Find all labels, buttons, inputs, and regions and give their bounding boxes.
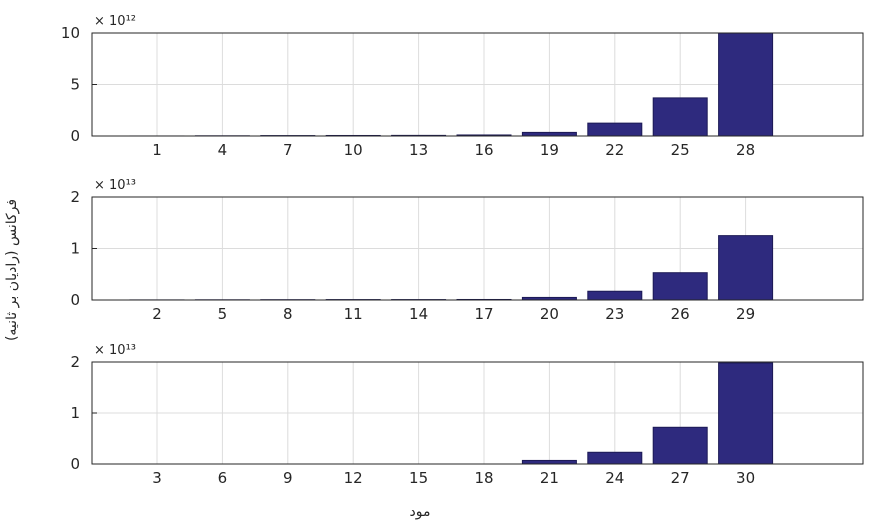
panel-2-xtick-label: 14 [409, 305, 428, 323]
panel-1-xtick-label: 10 [344, 141, 363, 159]
panel-3-xtick-label: 6 [218, 469, 228, 487]
panel-3-xtick-label: 15 [409, 469, 428, 487]
panel-3-ytick-label: 0 [70, 455, 80, 473]
panel-3-xtick-label: 27 [671, 469, 690, 487]
panel-3-ytick-label: 2 [70, 353, 80, 371]
panel-2-ytick-label: 1 [70, 240, 80, 258]
panel-3-bar-mode-27 [652, 426, 708, 465]
panel-1-bar-mode-25 [652, 97, 708, 137]
panel-1-bar-mode-19 [521, 131, 577, 137]
panel-1-xtick-label: 19 [540, 141, 559, 159]
x-axis-label: مود [410, 504, 431, 520]
panel-1-exponent-label: × 10¹² [94, 14, 136, 29]
panel-1-xtick-label: 1 [152, 141, 162, 159]
panel-2-ytick-label: 2 [70, 188, 80, 206]
panel-3-xtick-label: 9 [283, 469, 293, 487]
y-axis-label: فرکانس (رادیان بر ثانیه) [4, 199, 20, 341]
panel-3-bar-mode-21 [521, 459, 577, 465]
panel-3-xtick-label: 21 [540, 469, 559, 487]
panel-2-xtick-label: 23 [605, 305, 624, 323]
panel-2-bar-mode-26 [652, 272, 708, 301]
panel-2-exponent-label: × 10¹³ [94, 178, 136, 193]
panel-3-xtick-label: 30 [736, 469, 755, 487]
panel-1-xtick-label: 7 [283, 141, 293, 159]
panel-2-xtick-label: 17 [474, 305, 493, 323]
panel-1-xtick-label: 22 [605, 141, 624, 159]
panel-3-xtick-label: 24 [605, 469, 624, 487]
panel-2-ytick-label: 0 [70, 291, 80, 309]
panel-2-bar-mode-23 [587, 290, 643, 301]
panel-2-xtick-label: 5 [218, 305, 228, 323]
panel-2-xtick-label: 11 [344, 305, 363, 323]
panel-1-xtick-label: 25 [671, 141, 690, 159]
panel-1-xtick-label: 28 [736, 141, 755, 159]
panel-1-bar-mode-22 [587, 122, 643, 137]
panel-2-xtick-label: 20 [540, 305, 559, 323]
panel-1-xtick-label: 16 [474, 141, 493, 159]
panel-1-ytick-label: 10 [61, 24, 80, 42]
panel-3-exponent-label: × 10¹³ [94, 343, 136, 358]
panel-3-bar-mode-30 [718, 362, 774, 465]
panel-3-bar-mode-24 [587, 451, 643, 465]
panel-2-bar-mode-29 [718, 235, 774, 301]
panel-3-ytick-label: 1 [70, 404, 80, 422]
panel-1-ytick-label: 0 [70, 127, 80, 145]
panel-3-xtick-label: 3 [152, 469, 162, 487]
panel-1-bar-mode-28 [718, 32, 774, 137]
panel-2-xtick-label: 29 [736, 305, 755, 323]
panel-2-xtick-label: 8 [283, 305, 293, 323]
panel-1-xtick-label: 13 [409, 141, 428, 159]
panel-1-xtick-label: 4 [218, 141, 228, 159]
panel-1-ytick-label: 5 [70, 76, 80, 94]
panel-2-xtick-label: 2 [152, 305, 162, 323]
panel-2-xtick-label: 26 [671, 305, 690, 323]
panel-3-xtick-label: 12 [344, 469, 363, 487]
panel-3-xtick-label: 18 [474, 469, 493, 487]
